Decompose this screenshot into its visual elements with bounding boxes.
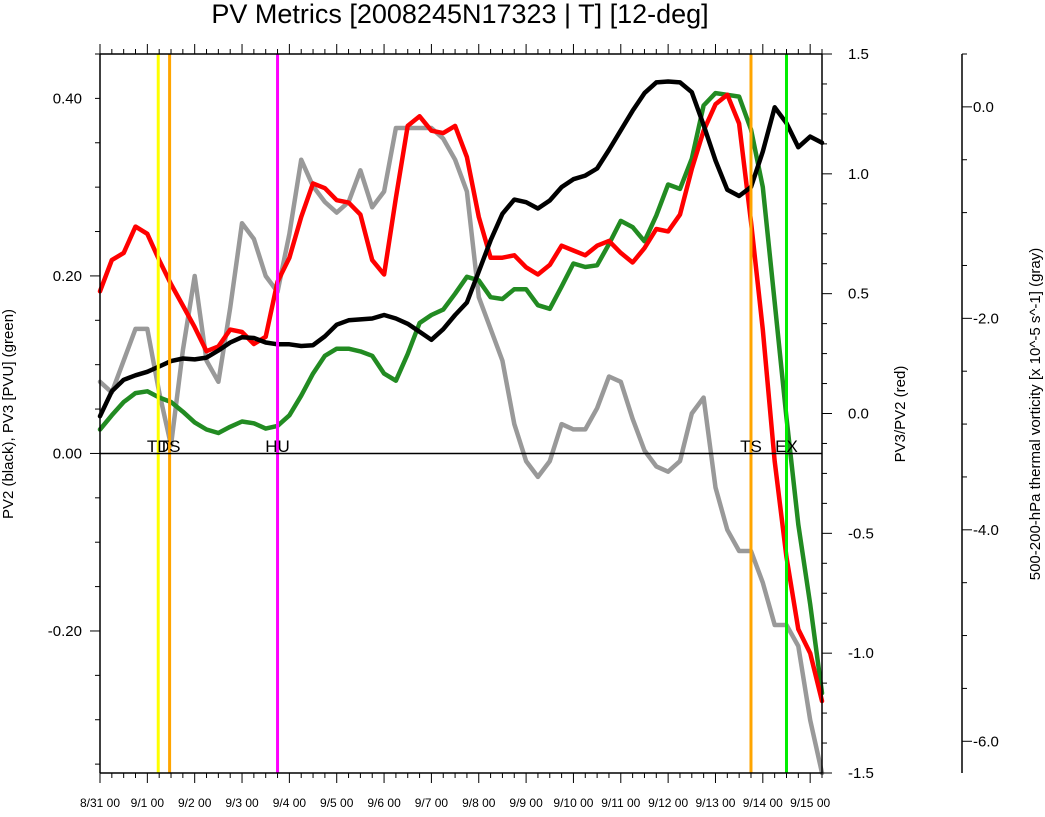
left-y-tick-label: 0.20 [53,268,82,285]
series-line-pv2 [97,79,825,419]
right-y-tick-label: -1.0 [848,645,874,662]
event-label-ex-4: EX [775,437,798,456]
x-tick-label: 9/2 00 [178,796,212,810]
event-label-ts-3: TS [740,437,762,456]
event-label-ts-1: TS [159,437,181,456]
x-tick-label: 9/14 00 [743,796,783,810]
x-tick-label: 9/7 00 [415,796,449,810]
far-right-y-tick-label: -2.0 [973,310,999,327]
right-y-tick-label: 0.0 [848,406,869,423]
x-tick-label: 9/11 00 [601,796,640,810]
x-tick-label: 9/6 00 [367,796,401,810]
left-y-tick-label: 0.00 [53,445,82,462]
event-label-td-0: TD [147,437,170,456]
far-right-y-tick-label: 0.0 [973,99,994,116]
x-tick-label: 9/8 00 [462,796,496,810]
left-axis-label: PV2 (black), PV3 [PVU] (green) [0,309,17,519]
series-line-pv3 [97,90,825,696]
event-label-hu-2: HU [265,437,290,456]
chart-title: PV Metrics [2008245N17323 | T] [12-deg] [211,0,708,29]
left-y-tick-label: 0.40 [53,90,82,107]
right-y-tick-label: 1.0 [848,166,869,183]
x-tick-label: 8/31 00 [80,796,120,810]
series-line-ratio [97,92,825,704]
x-tick-label: 9/15 00 [790,796,830,810]
far-right-y-tick-label: -6.0 [973,733,999,750]
series-line-thermal_vorticity [97,125,825,776]
x-tick-label: 9/4 00 [273,796,307,810]
right-y-tick-label: 1.5 [848,46,869,63]
x-tick-label: 9/1 00 [131,796,165,810]
right-y-tick-label: -0.5 [848,525,874,542]
x-tick-label: 9/5 00 [320,796,354,810]
far-right-axis-label: 500-200-hPa thermal vorticity [x 10^-5 s… [1027,248,1044,581]
far-right-y-tick-label: -4.0 [973,522,999,539]
right-y-tick-label: -1.5 [848,765,874,782]
x-tick-label: 9/9 00 [509,796,543,810]
x-tick-label: 9/12 00 [648,796,688,810]
right-axis-label: PV3/PV2 (red) [892,366,909,463]
left-y-tick-label: -0.20 [48,623,82,640]
x-tick-label: 9/10 00 [553,796,593,810]
series-lines [97,79,825,776]
x-tick-label: 9/3 00 [225,796,259,810]
axes: 8/31 00 9/1 00 9/2 00 9/3 00 9/4 00 9/5 00 9/6… [48,44,999,810]
right-y-tick-label: 0.5 [848,286,869,303]
x-tick-label: 9/13 00 [695,796,735,810]
